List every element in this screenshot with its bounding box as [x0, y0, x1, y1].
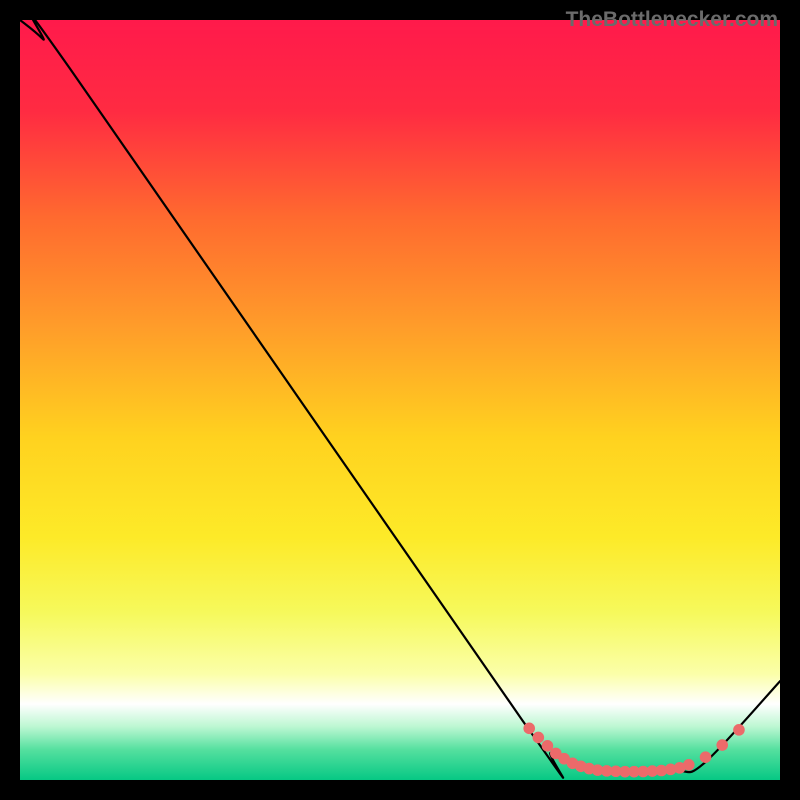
- data-marker: [683, 759, 695, 771]
- data-marker: [523, 723, 535, 735]
- chart-svg: [20, 20, 780, 780]
- data-marker: [716, 739, 728, 751]
- data-marker: [700, 751, 712, 763]
- plot-area: [20, 20, 780, 780]
- watermark-text: TheBottlenecker.com: [566, 8, 778, 32]
- data-marker: [733, 724, 745, 736]
- chart-frame: TheBottlenecker.com: [0, 0, 800, 800]
- data-marker: [533, 732, 545, 744]
- chart-background: [20, 20, 780, 780]
